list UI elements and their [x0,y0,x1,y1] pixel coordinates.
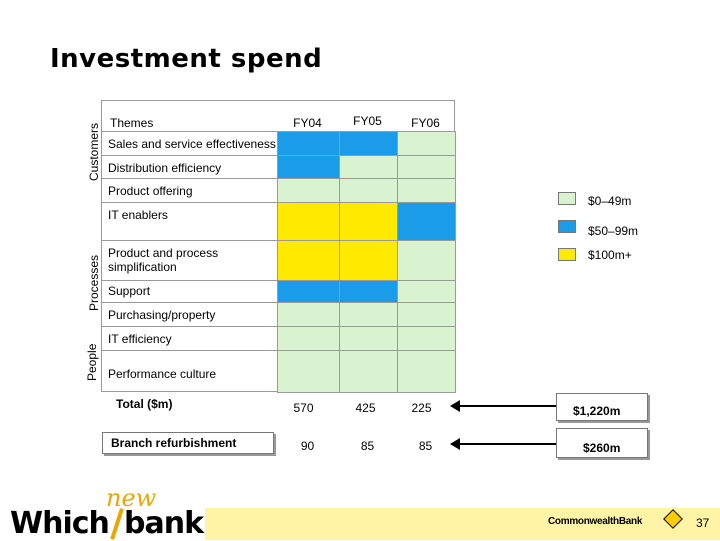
row-label-sales-service: Sales and service effectiveness [108,137,276,151]
row-separator [101,131,277,132]
row-label-product-process: Product and process simplification [108,246,219,274]
total-fy04: 570 [293,401,314,415]
heatmap-cell [397,280,456,303]
total-fy06: 225 [411,401,432,415]
row-label-support: Support [108,284,151,298]
heatmap-cell [277,131,340,156]
heatmap-cell [339,131,398,156]
row-separator [101,240,277,241]
row-label-it-efficiency: IT efficiency [108,332,172,346]
row-label-distribution: Distribution efficiency [108,161,222,175]
page-title: Investment spend [50,44,323,74]
branch-fy04: 90 [300,439,315,453]
footer-bar [205,508,720,540]
total-label-box: Total ($m) [108,393,273,415]
total-sum: $1,220m [573,404,621,418]
heatmap-cell [339,202,398,241]
heatmap-cell [277,280,340,303]
logo-slash [110,508,124,540]
heatmap-cell [277,202,340,241]
row-separator [101,280,277,281]
header-fy05: FY05 [353,114,382,128]
heatmap-cell [339,280,398,303]
heatmap-cell [397,155,456,179]
row-label-performance-culture: Performance culture [108,367,217,381]
row-separator [101,326,277,327]
branch-arrow-head [450,438,460,450]
legend-label-low: $0–49m [588,194,632,208]
heatmap-cell [339,178,398,203]
heatmap-cell [339,326,398,351]
heatmap-cell [277,326,340,351]
heatmap-cell [397,302,456,327]
heatmap-cell [397,131,456,156]
total-arrow-head [450,400,460,412]
header-themes: Themes [110,116,154,130]
legend-swatch-high [558,248,576,261]
total-label: Total ($m) [116,397,173,411]
heatmap-cell [397,178,456,203]
row-separator [101,178,277,179]
heatmap-cell [397,326,456,351]
total-fy05: 425 [355,401,376,415]
row-label-purchasing: Purchasing/property [108,308,216,322]
header-fy06: FY06 [411,116,440,130]
which-new-bank-logo: new Which bank [6,484,206,541]
heatmap-cell [277,350,340,393]
row-separator [101,350,277,351]
heatmap-cell [397,202,456,241]
legend-label-mid: $50–99m [588,224,639,238]
legend-label-high: $100m+ [588,248,632,262]
page-number: 37 [696,516,710,530]
legend-swatch-mid [558,220,576,233]
branch-sum-box: $260m [556,428,648,458]
branch-sum: $260m [583,441,621,455]
heatmap-cell [277,240,340,281]
branch-label: Branch refurbishment [111,436,237,450]
total-arrow [458,405,556,407]
row-separator [101,155,277,156]
logo-bank-text: bank [124,506,204,541]
row-separator [101,302,277,303]
heatmap-cell [339,302,398,327]
header-fy04: FY04 [293,116,322,130]
row-label-it-enablers: IT enablers [108,208,168,222]
heatmap-cell [277,178,340,203]
logo-new-text: new [106,484,157,512]
heatmap-cell [339,155,398,179]
heatmap-cell [397,240,456,281]
heatmap-cell [277,302,340,327]
heatmap-cell [397,350,456,393]
row-label-product-offering: Product offering [108,184,193,198]
row-separator [101,202,277,203]
heatmap-cell [339,240,398,281]
group-label-processes: Processes [87,254,101,311]
logo-which-text: Which [10,506,110,541]
legend-swatch-low [558,192,576,205]
total-sum-box: $1,220m [556,393,648,421]
group-bracket-line [101,100,102,392]
group-label-people: People [85,343,99,382]
heatmap-cell [277,155,340,179]
branch-fy06: 85 [418,439,433,453]
branch-fy05: 85 [360,439,375,453]
group-label-customers: Customers [87,123,101,182]
heatmap-cell [339,350,398,393]
branch-arrow [458,443,556,445]
company-name: CommonwealthBank [548,516,643,527]
branch-label-box: Branch refurbishment [102,432,274,454]
